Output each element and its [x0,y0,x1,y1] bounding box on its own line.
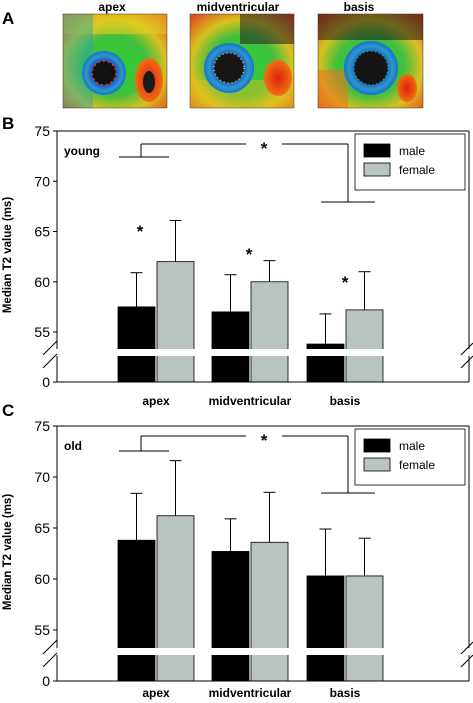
group-label: old [64,439,82,453]
x-tick-label-midventricular: midventricular [209,686,292,700]
x-tick-label-apex: apex [142,394,170,408]
bar-female-apex [156,261,195,383]
axis-break-mark-left [42,652,58,668]
significance-star: * [261,431,268,450]
legend-label-female: female [399,458,435,472]
x-tick-label-midventricular: midventricular [209,394,292,408]
legend-swatch-male [363,143,391,158]
y-tick-label-70: 70 [34,469,50,485]
y-tick-label-75: 75 [34,418,50,434]
axis-break-mark-right [460,355,473,369]
image-title-apex: apex [98,0,126,14]
bar-female-basis [345,575,384,682]
panel-c-letter: C [2,401,14,420]
t2-map-image-midventricular [189,13,295,109]
t2-map-image-apex [62,13,168,109]
significance-brackets: * [119,431,375,494]
y-tick-label-65: 65 [34,520,50,536]
y-axis-label: Median T2 value (ms) [2,494,14,610]
y-axis-label: Median T2 value (ms) [2,197,14,313]
significance-star-apex: * [137,222,144,241]
legend-swatch-female [363,457,391,472]
legend-label-female: female [399,163,435,177]
group-label: young [64,144,100,158]
significance-brackets: * * * * [119,139,375,292]
y-tick-label-60: 60 [34,274,50,290]
x-tick-label-basis: basis [330,394,361,408]
legend-swatch-male [363,438,391,453]
bar-female-midventricular [250,541,289,682]
legend: male female [354,428,466,486]
axes-frame: 55 60 65 70 75 0 [34,123,473,390]
bar-male-apex [117,539,156,682]
category-labels: apex midventricular basis [142,686,360,700]
panel-a-letter: A [2,9,14,28]
bar-male-midventricular [211,311,250,383]
legend-box [354,428,466,486]
x-tick-label-basis: basis [330,686,361,700]
image-title-basis: basis [344,0,375,14]
y-tick-label-75: 75 [34,123,50,139]
bar-marks [53,219,473,383]
legend-box [354,133,466,191]
significance-star-midventricular: * [246,245,253,264]
y-tick-label-0: 0 [42,673,50,689]
legend-label-male: male [399,144,425,158]
axis-break-mark-right [460,641,473,655]
x-tick-label-apex: apex [142,686,170,700]
panel-b-chart: B Median T2 value (ms) young * * * * 55 60 65… [2,114,473,408]
image-title-midventricular: midventricular [197,0,280,14]
y-tick-label-60: 60 [34,571,50,587]
axis-break-band [53,648,473,655]
axis-break-mark-right [460,654,473,668]
bar-male-apex [117,306,156,383]
axis-break-mark-right [460,342,473,356]
y-tick-label-70: 70 [34,173,50,189]
axes-frame: 55 60 65 70 75 0 [34,418,473,689]
axis-break-band [53,349,473,356]
panel-a: A apex midventricular basis [2,0,424,109]
y-tick-label-0: 0 [42,374,50,390]
bar-marks [53,460,473,682]
significance-star-basis: * [342,273,349,292]
panel-b-letter: B [2,114,14,133]
axis-break-mark-left [42,353,58,369]
significance-star: * [261,139,268,158]
bar-female-midventricular [250,281,289,383]
bar-female-apex [156,515,195,682]
bar-female-basis [345,309,384,383]
panel-c-chart: C Median T2 value (ms) old * 55 60 65 70 75 0… [2,401,473,700]
axis-break-mark-left [42,639,58,655]
bar-male-basis [306,575,345,682]
y-tick-label-65: 65 [34,224,50,240]
legend-swatch-female [363,162,391,177]
axis-break-mark-left [42,340,58,356]
y-tick-label-55: 55 [34,622,50,638]
y-tick-label-55: 55 [34,324,50,340]
legend-label-male: male [399,439,425,453]
category-labels: apex midventricular basis [142,394,360,408]
legend: male female [354,133,466,191]
t2-map-image-basis [317,13,424,109]
bar-male-midventricular [211,551,250,682]
